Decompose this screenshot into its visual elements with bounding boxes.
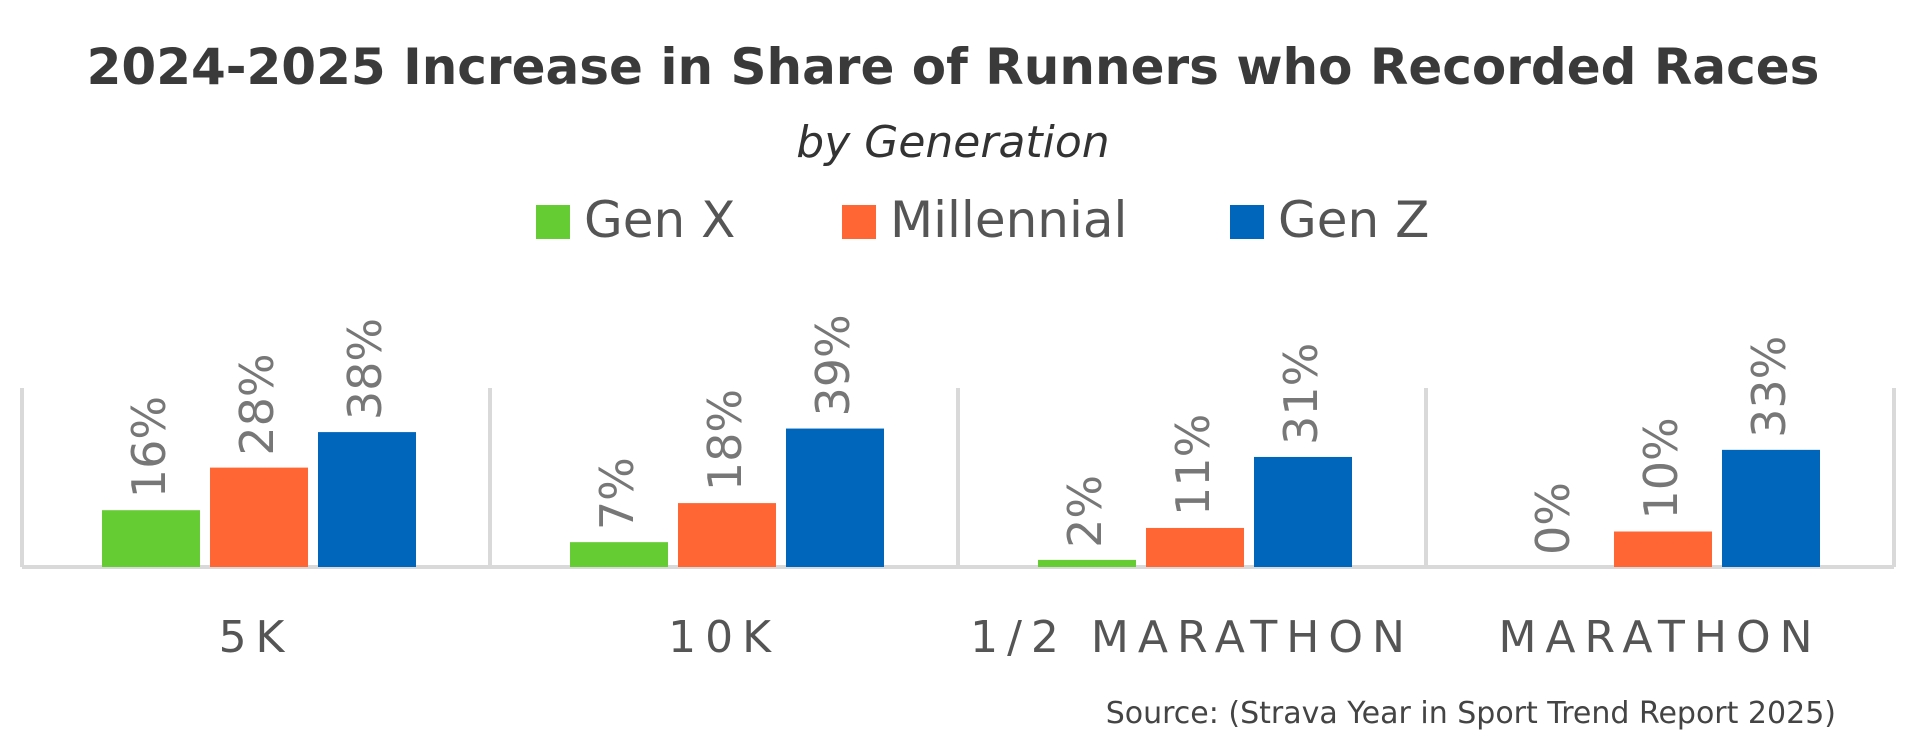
bar: [102, 510, 200, 567]
bar: [570, 542, 668, 567]
category-label: 10K: [668, 612, 780, 663]
data-label: 2%: [1058, 475, 1112, 548]
legend-swatch: [1230, 205, 1264, 239]
data-label: 38%: [338, 318, 392, 420]
category-label: 1/2 MARATHON: [970, 612, 1414, 663]
legend-swatch: [536, 205, 570, 239]
data-label: 31%: [1274, 343, 1328, 445]
category-labels: 5K 10K 1/2 MARATHON MARATHON: [219, 612, 1821, 663]
data-label: 39%: [806, 314, 860, 416]
bars: [102, 428, 1820, 567]
bar: [1614, 531, 1712, 567]
data-label: 7%: [590, 457, 644, 530]
category-label: MARATHON: [1498, 612, 1821, 663]
data-label: 16%: [122, 396, 176, 498]
data-label: 11%: [1166, 414, 1220, 516]
chart-title: 2024-2025 Increase in Share of Runners w…: [87, 38, 1820, 96]
legend-label: Gen Z: [1278, 191, 1429, 249]
bar: [1038, 559, 1136, 567]
bar: [1146, 527, 1244, 567]
bar: [318, 432, 416, 567]
data-label: 33%: [1742, 336, 1796, 438]
legend-label: Millennial: [890, 191, 1127, 249]
data-label: 10%: [1634, 417, 1688, 519]
data-label: 28%: [230, 353, 284, 455]
bar: [678, 503, 776, 567]
legend: Gen X Millennial Gen Z: [536, 191, 1429, 249]
category-label: 5K: [219, 612, 294, 663]
source-note: Source: (Strava Year in Sport Trend Repo…: [1106, 696, 1836, 731]
bar: [1722, 449, 1820, 567]
bar: [210, 467, 308, 567]
legend-swatch: [842, 205, 876, 239]
data-label: 18%: [698, 389, 752, 491]
legend-label: Gen X: [584, 191, 735, 249]
bar: [1254, 456, 1352, 567]
data-label: 0%: [1526, 482, 1580, 555]
bar: [786, 428, 884, 567]
chart-subtitle: by Generation: [796, 117, 1109, 168]
data-labels: 16% 28% 38% 7% 18% 39% 2% 11% 31% 0% 10% 33%: [122, 314, 1796, 555]
